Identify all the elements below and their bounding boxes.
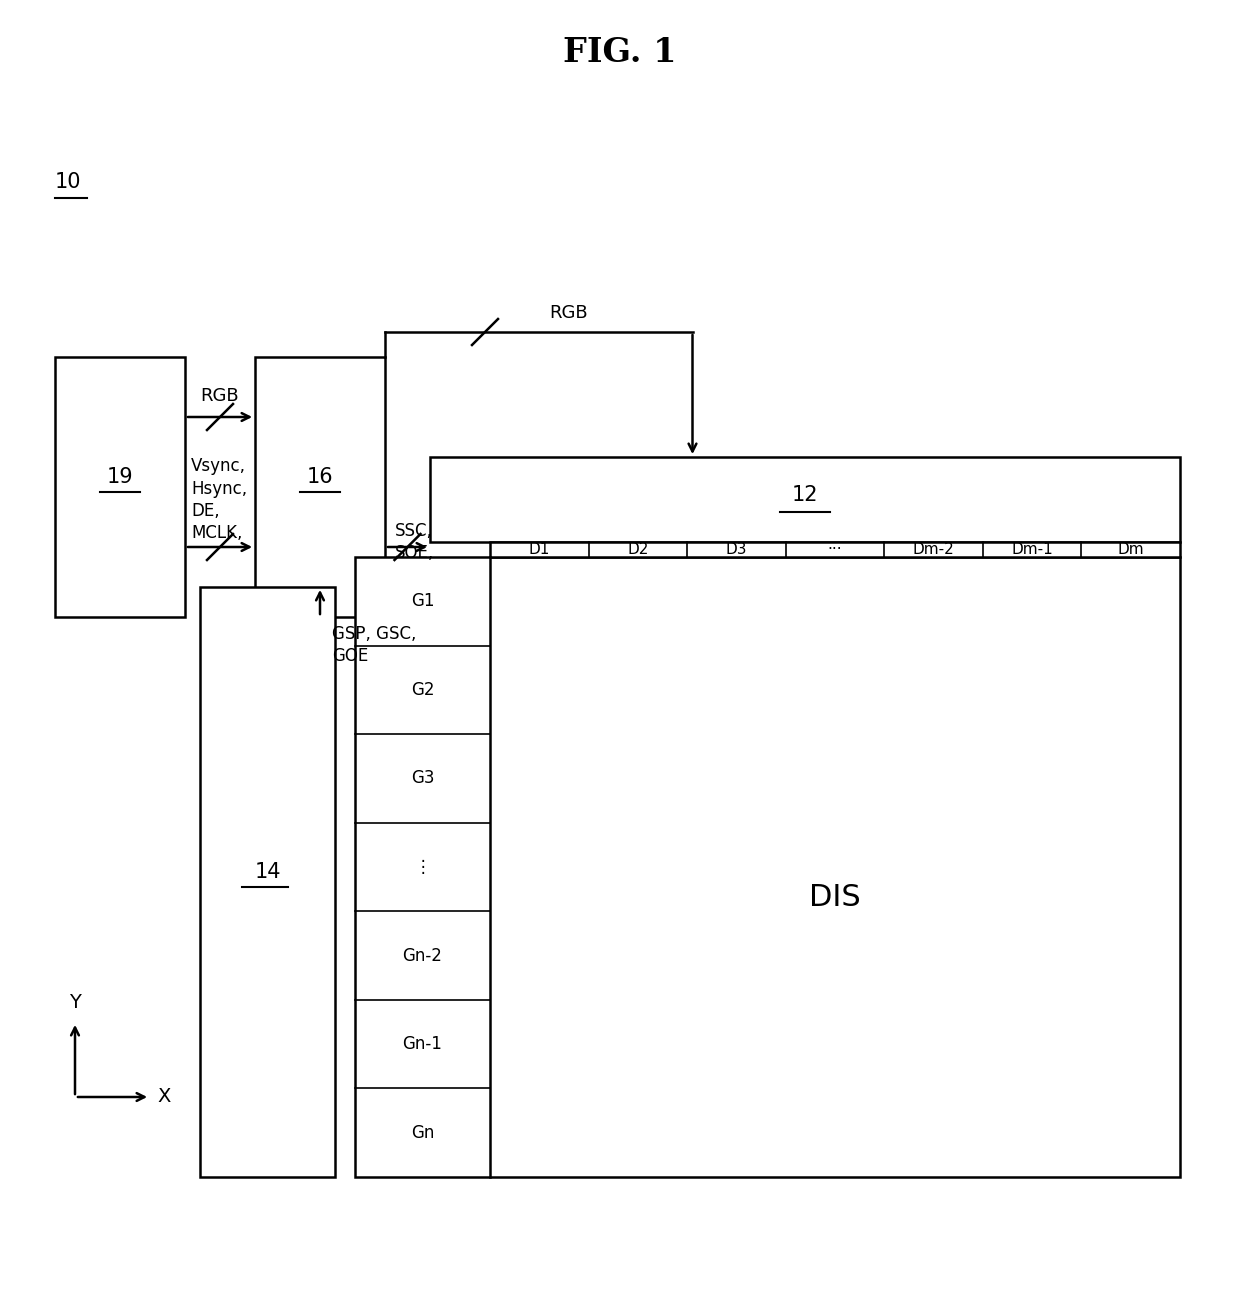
Text: ⋮: ⋮ [414,859,430,875]
Bar [490,542,1180,556]
Text: ···: ··· [827,542,842,556]
Text: D3: D3 [725,542,748,556]
Text: SSC,
SOE,: SSC, SOE, [396,521,434,562]
Text: RGB: RGB [201,387,239,405]
Bar [355,556,1180,1176]
Text: G2: G2 [410,681,434,699]
Text: Vsync,
Hsync,
DE,
MCLK,: Vsync, Hsync, DE, MCLK, [191,458,247,542]
Bar [255,357,384,617]
Text: GSP, GSC,
GOE: GSP, GSC, GOE [332,625,417,665]
Bar [55,357,185,617]
Bar [430,457,1180,542]
Text: 14: 14 [254,863,280,882]
Text: G1: G1 [410,593,434,611]
Text: FIG. 1: FIG. 1 [563,35,677,69]
Text: D1: D1 [528,542,551,556]
Text: Gn-1: Gn-1 [403,1035,443,1053]
Text: Y: Y [69,994,81,1012]
Text: Gn-2: Gn-2 [403,947,443,965]
Text: 16: 16 [306,467,334,486]
Text: DIS: DIS [810,882,861,912]
Bar [200,588,335,1176]
Text: RGB: RGB [549,303,588,322]
Text: 10: 10 [55,173,82,192]
Text: 12: 12 [792,485,818,505]
Text: X: X [157,1087,170,1106]
Text: Dm: Dm [1117,542,1145,556]
Text: G3: G3 [410,769,434,787]
Text: Dm-1: Dm-1 [1012,542,1053,556]
Text: Dm-2: Dm-2 [913,542,955,556]
Text: D2: D2 [627,542,649,556]
Text: Gn: Gn [410,1123,434,1141]
Text: 19: 19 [107,467,134,486]
